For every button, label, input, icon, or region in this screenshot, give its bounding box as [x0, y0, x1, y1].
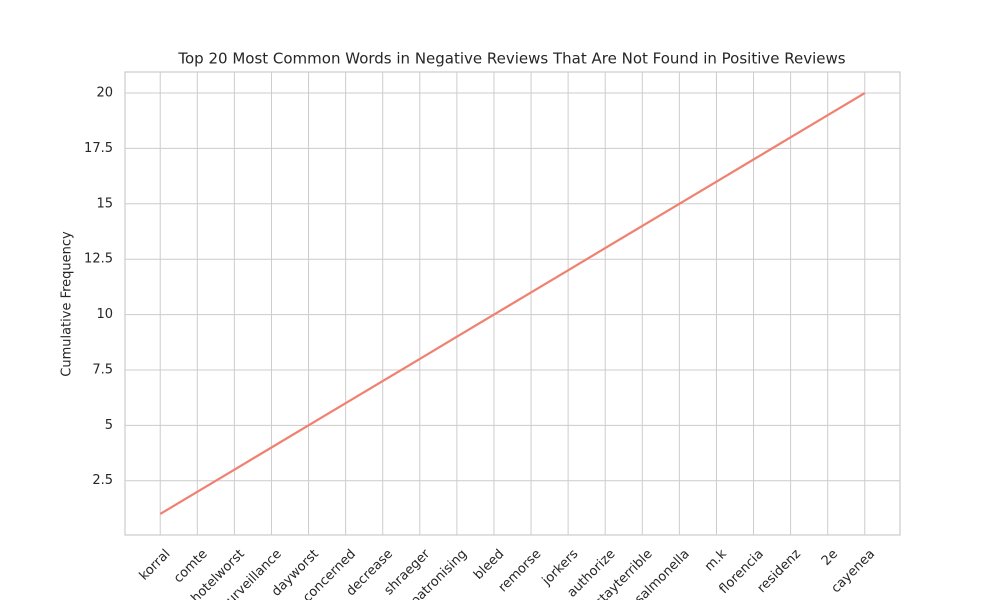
x-tick-label: 2e — [819, 547, 841, 569]
x-tick-label: m.k — [702, 546, 730, 574]
y-tick-label: 17.5 — [84, 141, 113, 156]
y-tick-label: 10 — [96, 307, 113, 322]
y-tick-label: 20 — [96, 86, 113, 101]
y-tick-label: 7.5 — [92, 362, 113, 377]
chart-title: Top 20 Most Common Words in Negative Rev… — [177, 50, 845, 68]
y-axis-label: Cumulative Frequency — [60, 231, 75, 377]
line — [159, 92, 866, 515]
y-tick-label: 5 — [105, 418, 113, 433]
y-tick-label: 12.5 — [84, 252, 113, 267]
y-tick-label: 2.5 — [92, 473, 113, 488]
x-tick-label: korral — [137, 547, 174, 584]
plot-frame — [124, 71, 901, 536]
y-tick-label: 15 — [96, 196, 113, 211]
